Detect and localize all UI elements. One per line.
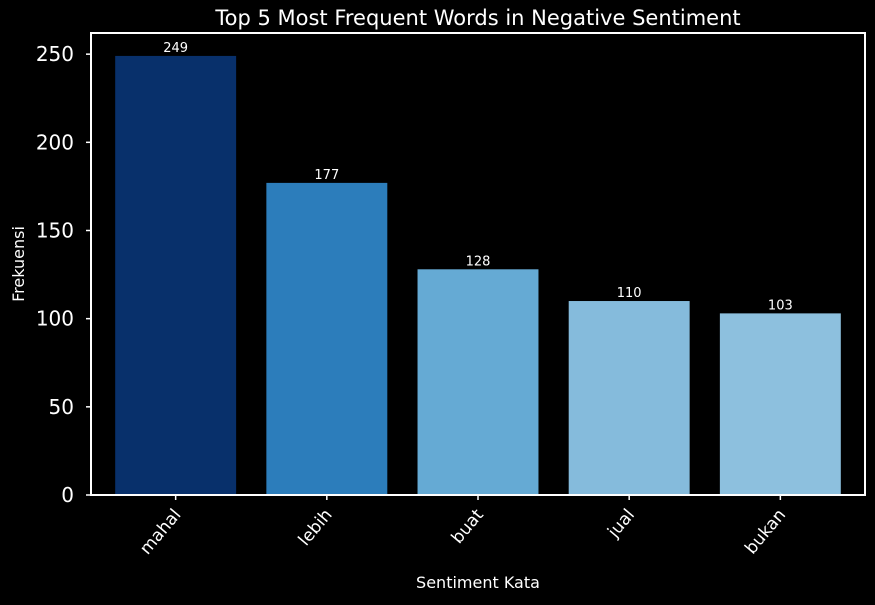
x-tick-label-bukan: bukan xyxy=(741,505,790,558)
y-tick-label: 50 xyxy=(49,395,74,419)
bar-mahal xyxy=(115,55,237,495)
x-tick-label-mahal: mahal xyxy=(136,505,185,558)
data-label-mahal: 249 xyxy=(163,41,188,56)
bar-bukan xyxy=(719,313,841,495)
y-tick-label: 150 xyxy=(36,218,74,242)
y-tick-label: 200 xyxy=(36,130,74,154)
bar-lebih xyxy=(266,182,388,495)
chart-title: Top 5 Most Frequent Words in Negative Se… xyxy=(214,6,740,30)
y-ticks-group: 0 50 100 150 200 250 xyxy=(36,42,91,507)
bars-group: 249 177 128 110 103 xyxy=(115,41,841,495)
plot-frame xyxy=(90,32,866,496)
data-label-bukan: 103 xyxy=(768,298,793,313)
x-tick-label-buat: buat xyxy=(448,505,488,548)
data-label-lebih: 177 xyxy=(314,168,339,183)
y-tick-label: 0 xyxy=(61,483,74,507)
y-tick-label: 250 xyxy=(36,42,74,66)
x-tick-label-lebih: lebih xyxy=(295,505,337,550)
x-axis-label: Sentiment Kata xyxy=(416,573,540,592)
y-tick-label: 100 xyxy=(36,307,74,331)
x-tick-label-jual: jual xyxy=(603,505,639,542)
data-label-jual: 110 xyxy=(617,286,642,301)
bar-jual xyxy=(568,301,690,495)
y-axis-label: Frekuensi xyxy=(9,226,28,302)
bar-buat xyxy=(417,269,539,495)
x-ticks-group: mahal lebih buat jual bukan xyxy=(136,495,790,559)
data-label-buat: 128 xyxy=(466,254,491,269)
